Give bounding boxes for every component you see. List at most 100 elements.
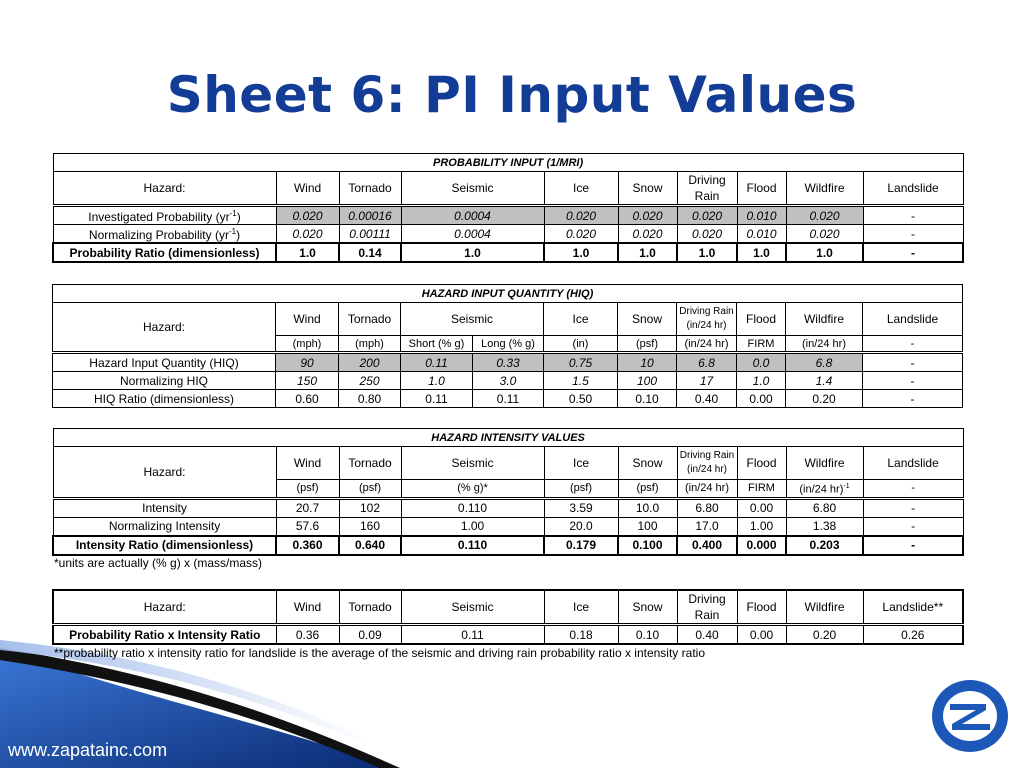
cell: 0.10 [617, 623, 678, 645]
col-landslide: Landslide [862, 446, 964, 480]
cell: 0.11 [400, 623, 545, 645]
cell: 100 [617, 516, 678, 537]
cell: 6.8 [785, 351, 863, 372]
col-tornado: Tornado [338, 171, 402, 206]
hazard-input-quantity-table: HAZARD INPUT QUANTITY (HIQ) Hazard: Wind… [52, 284, 963, 408]
col-wildfire: Wildfire [785, 446, 864, 480]
col-wildfire: Wildfire [785, 302, 863, 336]
cell: 1.00 [400, 516, 545, 537]
cell: 0.00 [736, 389, 786, 408]
cell: 0.50 [543, 389, 618, 408]
col-tornado: Tornado [338, 446, 402, 480]
cell: 0.020 [617, 204, 678, 225]
cell: 1.0 [785, 242, 864, 263]
col-driving-rain: Driving Rain [676, 171, 738, 206]
cell: 0.00 [736, 623, 787, 645]
cell: - [862, 516, 964, 537]
cell: 0.20 [785, 623, 864, 645]
col-wildfire: Wildfire [785, 171, 864, 206]
col-driving-rain: Driving Rain (in/24 hr) [676, 302, 737, 336]
col-driving-rain: Driving Rain (in/24 hr) [676, 446, 738, 480]
cell: 0.18 [543, 623, 619, 645]
table-caption: HAZARD INTENSITY VALUES [52, 428, 964, 447]
col-seismic: Seismic [400, 589, 545, 625]
unit-cell: (in/24 hr) [785, 335, 863, 353]
slide-title: Sheet 6: PI Input Values [166, 66, 858, 124]
col-snow: Snow [617, 589, 678, 625]
cell: 3.59 [543, 496, 619, 518]
cell: - [862, 389, 963, 408]
col-flood: Flood [736, 302, 786, 336]
col-snow: Snow [617, 446, 678, 480]
cell: 1.38 [785, 516, 864, 537]
unit-cell: (% g)* [400, 479, 545, 499]
cell: 1.0 [617, 242, 678, 263]
unit-cell: Short (% g) [400, 335, 473, 353]
cell: 0.60 [275, 389, 339, 408]
row-label: Probability Ratio x Intensity Ratio [52, 623, 277, 645]
cell: 6.80 [676, 496, 738, 518]
cell: 0.020 [785, 224, 864, 244]
col-landslide: Landslide** [862, 589, 964, 625]
cell: 0.00111 [338, 224, 402, 244]
cell: 0.020 [543, 224, 619, 244]
col-seismic: Seismic [400, 171, 545, 206]
unit-cell: Long (% g) [472, 335, 544, 353]
col-wind: Wind [275, 446, 340, 480]
cell: 10 [617, 351, 677, 372]
cell: 160 [338, 516, 402, 537]
summary-table: Hazard: Wind Tornado Seismic Ice Snow Dr… [52, 589, 965, 645]
row-label: Normalizing HIQ [52, 371, 276, 390]
cell: 57.6 [275, 516, 340, 537]
cell: 0.020 [275, 204, 340, 225]
unit-cell: (psf) [617, 479, 678, 499]
units-footnote: *units are actually (% g) x (mass/mass) [54, 556, 263, 570]
cell: 90 [275, 351, 339, 372]
col-landslide: Landslide [862, 302, 963, 336]
cell: 0.11 [472, 389, 544, 408]
row-label: Investigated Probability (yr-1) [52, 204, 277, 225]
cell: 0.75 [543, 351, 618, 372]
unit-cell: (mph) [338, 335, 401, 353]
cell: 0.11 [400, 351, 473, 372]
unit-cell: (in) [543, 335, 618, 353]
cell: 200 [338, 351, 401, 372]
cell: 17 [676, 371, 737, 390]
cell: 10.0 [617, 496, 678, 518]
cell: 0.0 [736, 351, 786, 372]
cell: 0.000 [736, 534, 787, 556]
col-ice: Ice [543, 446, 619, 480]
unit-cell: (mph) [275, 335, 339, 353]
col-hazard: Hazard: [52, 446, 277, 499]
cell: 17.0 [676, 516, 738, 537]
row-label: Hazard Input Quantity (HIQ) [52, 351, 276, 372]
cell: 0.00 [736, 496, 787, 518]
col-tornado: Tornado [338, 302, 401, 336]
cell: 250 [338, 371, 401, 390]
cell: 0.09 [338, 623, 402, 645]
cell: 1.5 [543, 371, 618, 390]
row-label: Intensity Ratio (dimensionless) [52, 534, 277, 556]
cell: 0.20 [785, 389, 863, 408]
cell: 1.0 [543, 242, 619, 263]
cell: 0.40 [676, 389, 737, 408]
cell: 102 [338, 496, 402, 518]
cell: 0.26 [862, 623, 964, 645]
col-snow: Snow [617, 171, 678, 206]
cell: 3.0 [472, 371, 544, 390]
cell: 0.360 [275, 534, 340, 556]
cell: 0.640 [338, 534, 402, 556]
cell: 100 [617, 371, 677, 390]
cell: 0.010 [736, 224, 787, 244]
col-wind: Wind [275, 589, 340, 625]
cell: 1.4 [785, 371, 863, 390]
cell: 0.00016 [338, 204, 402, 225]
cell: 6.8 [676, 351, 737, 372]
cell: 6.80 [785, 496, 864, 518]
cell: 0.33 [472, 351, 544, 372]
cell: 0.100 [617, 534, 678, 556]
cell: 0.10 [617, 389, 677, 408]
unit-cell: (in/24 hr)-1 [785, 479, 864, 499]
col-ice: Ice [543, 302, 618, 336]
